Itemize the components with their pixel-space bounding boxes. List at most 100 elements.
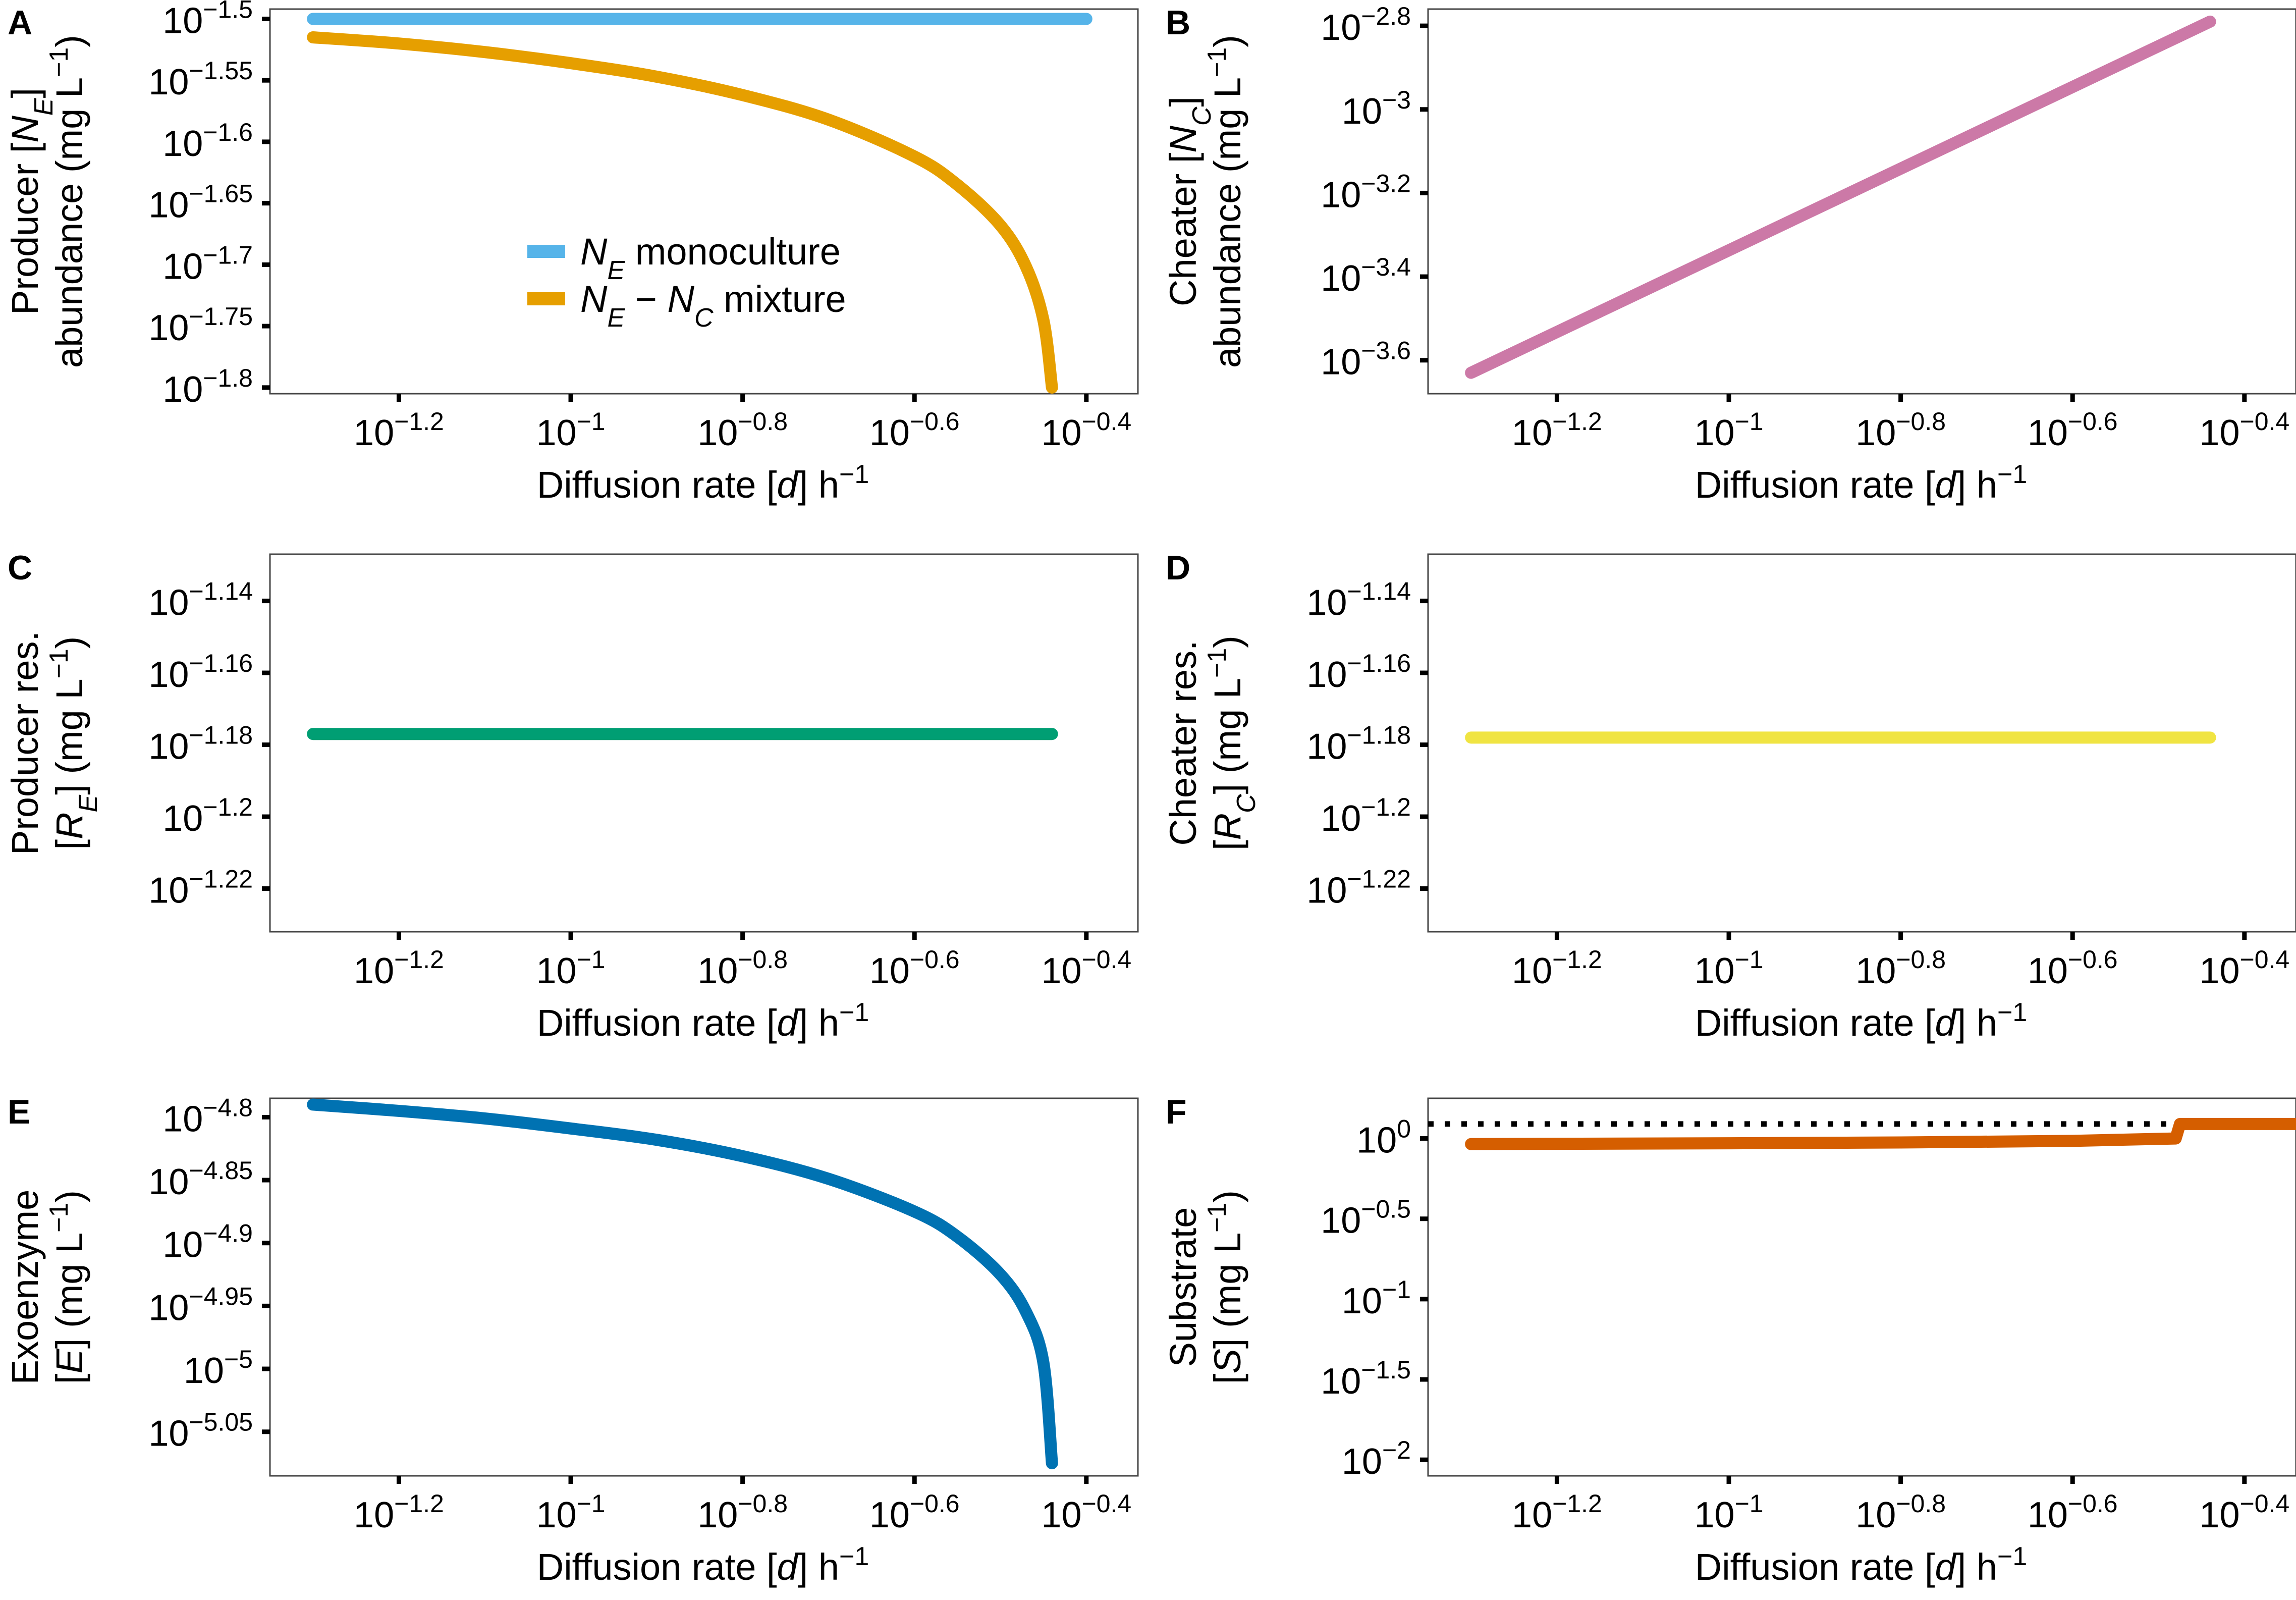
panel-letter: C	[8, 549, 32, 587]
x-tick-label: 10−0.6	[869, 407, 960, 453]
y-tick-label: 10−3.4	[1321, 253, 1411, 299]
plot-frame	[269, 1097, 1139, 1477]
y-tick-label: 10−1.2	[1321, 793, 1411, 839]
y-tick-label: 10−1.14	[1306, 577, 1411, 623]
x-axis-title: Diffusion rate [d] h−1	[1695, 998, 2028, 1044]
x-axis-title: Diffusion rate [d] h−1	[537, 1542, 869, 1588]
panel-c: C 10−1.2 10−1 10−0.8 10−0.6 10−0.4 10−1.14 10−1…	[4, 549, 1139, 1044]
y-tick-label: 10−3	[1342, 86, 1411, 132]
x-tick-label: 10−0.8	[697, 407, 788, 453]
x-tick-label: 10−0.8	[1855, 407, 1946, 453]
y-tick-label: 10−1.22	[1306, 865, 1411, 911]
x-tick-label: 10−1	[536, 945, 605, 991]
y-axis-title: [RE] (mg L−1)	[44, 636, 103, 850]
x-tick-label: 10−0.6	[869, 945, 960, 991]
y-tick-label: 10−3.6	[1321, 337, 1411, 383]
y-tick-label: 10−1.22	[148, 865, 253, 911]
y-axis-title: abundance (mg L−1)	[44, 35, 90, 368]
panel-letter: F	[1166, 1093, 1187, 1131]
x-tick-label: 10−1	[536, 407, 605, 453]
x-tick-label: 10−1	[536, 1489, 605, 1535]
plot-frame	[269, 8, 1139, 395]
x-tick-label: 10−0.4	[1041, 945, 1131, 991]
x-tick-label: 10−0.6	[2028, 407, 2118, 453]
y-tick-label: 10−1	[1342, 1275, 1411, 1321]
y-axis-title: Substrate	[1162, 1207, 1204, 1367]
y-tick-label: 10−1.8	[162, 364, 253, 410]
legend-label: NE − NC mixture	[580, 278, 846, 333]
y-tick-label: 10−4.8	[162, 1093, 253, 1139]
x-tick-label: 10−1.2	[1512, 945, 1602, 991]
x-tick-label: 10−0.6	[2028, 945, 2118, 991]
panel-letter: A	[8, 4, 32, 42]
y-tick-label: 10−4.85	[148, 1156, 253, 1202]
x-tick-label: 10−0.8	[1855, 1489, 1946, 1535]
x-tick-label: 10−0.4	[2199, 945, 2289, 991]
y-tick-label: 10−1.6	[162, 118, 253, 164]
x-axis-title: Diffusion rate [d] h−1	[537, 998, 869, 1044]
x-tick-label: 10−1.2	[354, 945, 444, 991]
plot-frame	[1427, 1097, 2296, 1477]
panel-d: D 10−1.2 10−1 10−0.8 10−0.6 10−0.4 10−1.14 10−1…	[1162, 549, 2296, 1044]
series-line	[307, 31, 1058, 394]
x-tick-label: 10−0.4	[2199, 407, 2289, 453]
y-tick-label: 100	[1356, 1115, 1411, 1161]
x-axis-title: Diffusion rate [d] h−1	[1695, 1542, 2028, 1588]
y-tick-label: 10−1.75	[148, 302, 253, 348]
y-axis-title: [E] (mg L−1)	[44, 1190, 90, 1384]
y-tick-label: 10−1.2	[162, 793, 253, 839]
y-tick-label: 10−5	[184, 1345, 253, 1391]
y-tick-label: 10−1.7	[162, 241, 253, 287]
panel-letter: D	[1166, 549, 1190, 587]
y-tick-label: 10−2	[1342, 1436, 1411, 1482]
y-tick-label: 10−1.16	[148, 649, 253, 695]
y-axis-title: Cheater [NC]	[1162, 96, 1217, 306]
y-axis-title: Producer [NE]	[4, 88, 59, 315]
x-tick-label: 10−0.6	[2028, 1489, 2118, 1535]
y-tick-label: 10−0.5	[1321, 1195, 1411, 1241]
x-tick-label: 10−1	[1694, 945, 1763, 991]
legend-label: NE monoculture	[580, 231, 841, 285]
x-tick-label: 10−1.2	[1512, 1489, 1602, 1535]
y-tick-label: 10−1.65	[148, 180, 253, 226]
series-line	[1465, 15, 2216, 379]
y-tick-label: 10−1.14	[148, 577, 253, 623]
x-tick-label: 10−0.8	[697, 1489, 788, 1535]
y-axis-title: [RC] (mg L−1)	[1202, 635, 1261, 850]
y-tick-label: 10−1.5	[162, 0, 253, 41]
series-line	[1465, 1117, 2296, 1150]
y-tick-label: 10−1.55	[148, 57, 253, 102]
y-tick-label: 10−4.95	[148, 1282, 253, 1328]
y-axis-title: Exoenzyme	[4, 1190, 46, 1385]
y-tick-label: 10−4.9	[162, 1219, 253, 1265]
x-tick-label: 10−1	[1694, 1489, 1763, 1535]
y-tick-label: 10−1.18	[1306, 721, 1411, 767]
y-tick-label: 10−5.05	[148, 1408, 253, 1454]
x-axis-title: Diffusion rate [d] h−1	[1695, 460, 2028, 506]
x-tick-label: 10−0.4	[2199, 1489, 2289, 1535]
x-tick-label: 10−0.6	[869, 1489, 960, 1535]
x-tick-label: 10−1.2	[354, 407, 444, 453]
y-tick-label: 10−1.5	[1321, 1356, 1411, 1402]
panel-f: F 10−1.2 10−1 10−0.8 10−0.6 10−0.4 100 10−0.5 10…	[1162, 1093, 2296, 1588]
panel-letter: B	[1166, 4, 1190, 42]
x-tick-label: 10−0.4	[1041, 407, 1131, 453]
panel-b: B 10−1.2 10−1 10−0.8 10−0.6 10−0.4 10−2.8 10−3 1…	[1162, 2, 2296, 506]
y-axis-title: Producer res.	[4, 631, 46, 855]
x-tick-label: 10−1.2	[1512, 407, 1602, 453]
x-tick-label: 10−1	[1694, 407, 1763, 453]
y-tick-label: 10−3.2	[1321, 169, 1411, 215]
y-axis-title: abundance (mg L−1)	[1202, 35, 1248, 368]
series-line	[307, 1098, 1058, 1470]
x-tick-label: 10−0.8	[697, 945, 788, 991]
y-tick-label: 10−1.16	[1306, 649, 1411, 695]
x-tick-label: 10−0.8	[1855, 945, 1946, 991]
x-tick-label: 10−0.4	[1041, 1489, 1131, 1535]
y-axis-title: [S] (mg L−1)	[1202, 1190, 1248, 1384]
plot-frame	[269, 553, 1139, 933]
x-axis-title: Diffusion rate [d] h−1	[537, 460, 869, 506]
y-tick-label: 10−1.18	[148, 721, 253, 767]
y-axis-title: Cheater res.	[1162, 640, 1204, 845]
panel-a: A 10−1.2 10−1 10−0.8 10−0.6 10−0.4 10−1.5 10−1.…	[4, 0, 1139, 506]
